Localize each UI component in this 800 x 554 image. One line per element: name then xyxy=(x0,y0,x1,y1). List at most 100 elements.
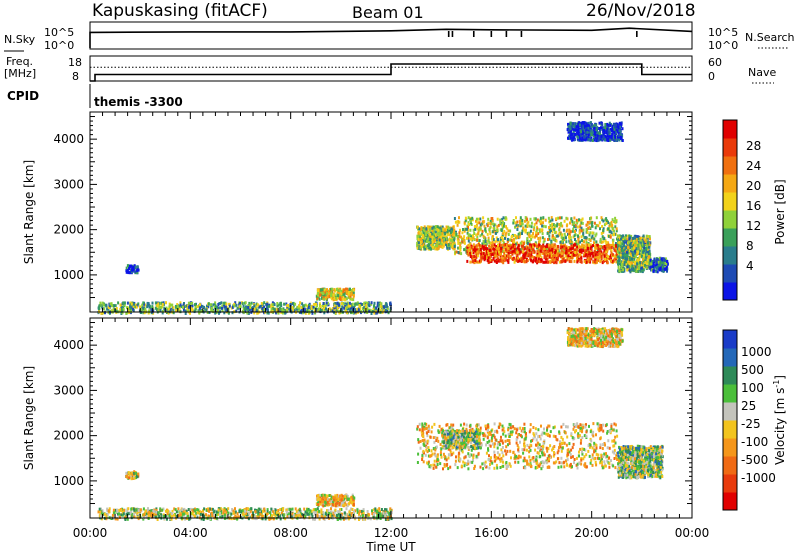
range-gate-cell xyxy=(617,269,620,273)
range-gate-cell xyxy=(559,245,562,249)
range-gate-cell xyxy=(555,217,558,221)
range-gate-cell xyxy=(554,237,557,241)
range-gate-cell xyxy=(548,234,551,238)
range-gate-cell xyxy=(580,221,583,225)
freq-unit-label: [MHz] xyxy=(4,67,36,80)
range-gate-cell xyxy=(607,221,609,225)
range-gate-cell xyxy=(332,293,335,297)
range-gate-cell xyxy=(566,228,569,232)
range-gate-cell xyxy=(519,241,522,245)
range-gate-cell xyxy=(650,262,653,266)
range-gate-cell xyxy=(450,238,452,242)
range-gate-cell xyxy=(616,129,619,133)
range-gate-cell xyxy=(123,301,126,305)
range-gate-cell xyxy=(638,255,641,259)
n-sky-tick-high: 10^5 xyxy=(44,26,74,39)
range-gate-cell xyxy=(534,259,537,263)
range-gate-cell xyxy=(622,259,625,263)
range-gate-cell xyxy=(614,249,617,253)
range-gate-cell xyxy=(530,251,533,254)
range-gate-cell xyxy=(522,259,525,263)
range-gate-cell xyxy=(509,246,512,250)
range-gate-cell xyxy=(471,216,474,220)
range-gate-cell xyxy=(453,241,456,245)
range-gate-cell xyxy=(636,262,639,266)
range-gate-cell xyxy=(105,303,108,307)
range-gate-cell xyxy=(460,240,463,244)
range-gate-cell xyxy=(433,228,436,232)
range-gate-cell xyxy=(636,252,638,256)
range-gate-cell xyxy=(629,243,632,247)
range-gate-cell xyxy=(473,256,476,260)
range-gate-cell xyxy=(197,309,200,313)
range-gate-cell xyxy=(645,249,648,253)
range-gate-cell xyxy=(533,217,536,221)
range-gate-cell xyxy=(542,224,545,228)
range-gate-cell xyxy=(622,236,625,239)
range-gate-cell xyxy=(494,240,497,244)
range-gate-cell xyxy=(111,304,113,307)
range-gate-cell xyxy=(630,262,633,265)
range-gate-cell xyxy=(514,258,517,262)
range-gate-cell xyxy=(524,224,527,228)
range-gate-cell xyxy=(223,311,226,315)
colorbar-segment xyxy=(723,264,737,283)
range-gate-cell xyxy=(463,235,466,239)
range-gate-cell xyxy=(483,241,486,245)
range-gate-cell xyxy=(625,262,628,266)
range-gate-cell xyxy=(351,289,354,292)
range-gate-cell xyxy=(575,218,578,222)
range-gate-cell xyxy=(536,227,539,231)
range-gate-cell xyxy=(284,311,287,315)
range-gate-cell xyxy=(609,253,612,257)
range-gate-cell xyxy=(629,245,632,249)
range-gate-cell xyxy=(596,131,599,135)
range-gate-cell xyxy=(527,220,530,224)
range-gate-cell xyxy=(507,260,510,264)
range-gate-cell xyxy=(359,302,362,306)
range-gate-cell xyxy=(606,122,609,126)
range-gate-cell xyxy=(614,247,617,251)
range-gate-cell xyxy=(543,237,546,241)
range-gate-cell xyxy=(323,305,326,308)
range-gate-cell xyxy=(605,244,608,247)
range-gate-cell xyxy=(543,260,546,264)
range-gate-cell xyxy=(352,288,355,292)
range-gate-cell xyxy=(354,302,357,306)
range-gate-cell xyxy=(503,253,506,257)
range-gate-cell xyxy=(429,232,432,236)
range-gate-cell xyxy=(581,137,584,141)
range-gate-cell xyxy=(583,127,586,131)
range-gate-cell xyxy=(657,258,660,262)
range-gate-cell xyxy=(553,261,556,265)
range-gate-cell xyxy=(587,126,590,130)
range-gate-cell xyxy=(541,236,544,240)
range-gate-cell xyxy=(374,311,377,315)
range-gate-cell xyxy=(115,307,118,310)
range-gate-cell xyxy=(345,307,348,311)
range-gate-cell xyxy=(555,257,558,261)
range-gate-cell xyxy=(610,248,613,252)
range-gate-cell xyxy=(497,243,499,247)
range-gate-cell xyxy=(586,223,589,227)
range-gate-cell xyxy=(611,259,614,263)
range-gate-cell xyxy=(647,241,650,245)
range-gate-cell xyxy=(604,123,607,127)
range-gate-cell xyxy=(468,223,471,226)
range-gate-cell xyxy=(218,302,221,305)
range-gate-cell xyxy=(611,125,614,128)
range-gate-cell xyxy=(652,262,655,265)
range-gate-cell xyxy=(234,301,237,305)
range-gate-cell xyxy=(541,232,544,236)
range-gate-cell xyxy=(368,309,371,313)
range-gate-cell xyxy=(584,249,587,253)
range-gate-cell xyxy=(587,130,590,134)
range-gate-cell xyxy=(619,125,621,129)
range-gate-cell xyxy=(480,259,482,263)
range-gate-cell xyxy=(297,309,300,313)
range-gate-cell xyxy=(291,309,294,313)
range-gate-cell xyxy=(503,246,506,250)
range-gate-cell xyxy=(375,306,378,310)
range-gate-cell xyxy=(350,293,353,296)
range-gate-cell xyxy=(551,230,554,234)
